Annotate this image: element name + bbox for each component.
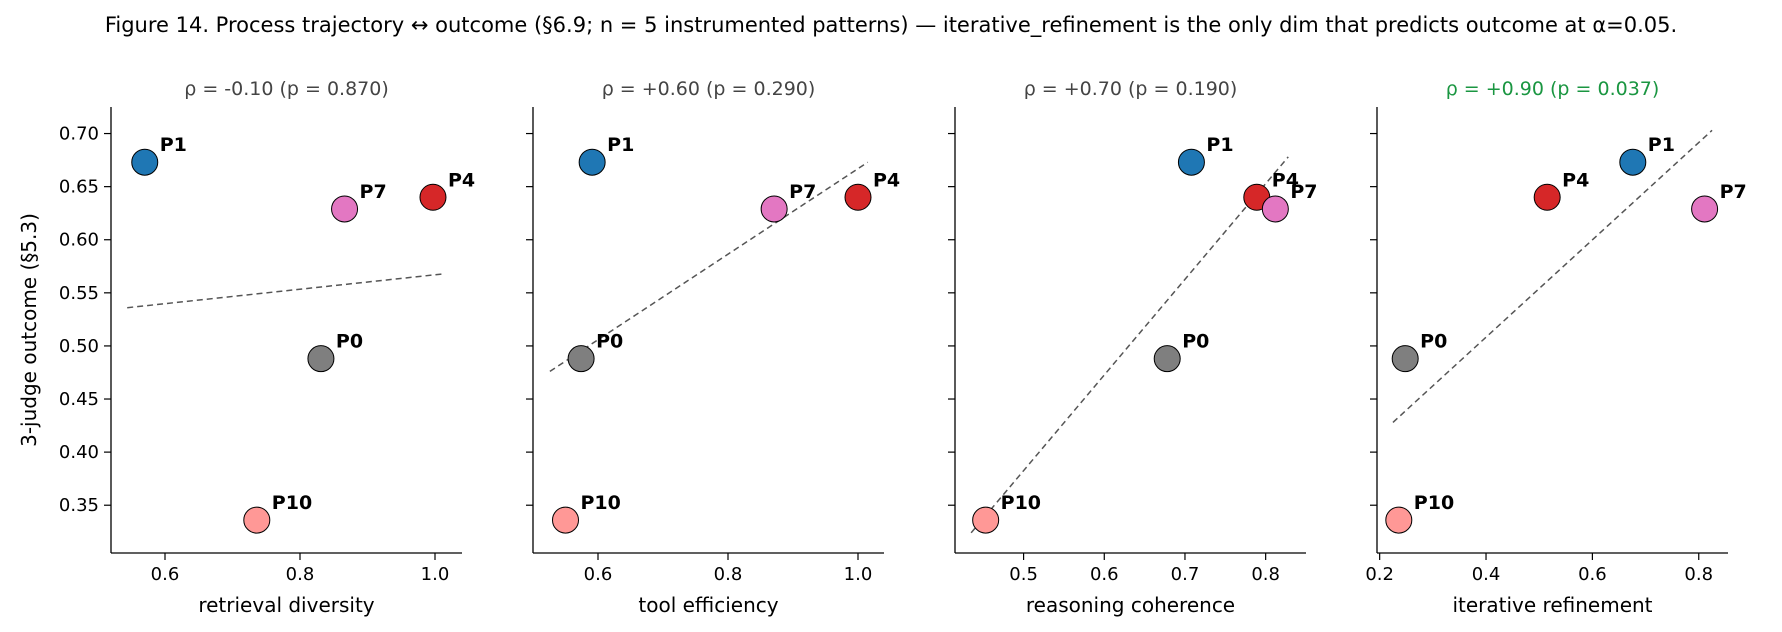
x-tick-label: 0.5: [1009, 564, 1038, 585]
point-label-p4: P4: [448, 169, 475, 191]
x-tick-label: 1.0: [844, 564, 873, 585]
panel-title: ρ = +0.90 (p = 0.037): [1446, 78, 1660, 100]
panel-4: ρ = +0.90 (p = 0.037) 0.2 0.4 0.6 0.8 iterati…: [1365, 78, 1746, 617]
point-label-p4: P4: [873, 169, 900, 191]
point-label-p10: P10: [1001, 492, 1041, 514]
panel-3: ρ = +0.70 (p = 0.190) 0.5 0.6 0.7 0.8 reasoni…: [948, 78, 1317, 617]
y-tick-label: 0.40: [59, 442, 99, 463]
point-p10: [552, 506, 579, 534]
panel-title: ρ = -0.10 (p = 0.870): [184, 78, 389, 100]
point-label-p4: P4: [1272, 169, 1299, 191]
x-axis-label: iterative refinement: [1452, 593, 1652, 617]
point-p10: [243, 506, 271, 534]
point-label-p10: P10: [272, 492, 312, 514]
point-label-p7: P7: [1290, 181, 1317, 203]
x-tick-label: 0.2: [1365, 564, 1394, 585]
point-p0: [567, 345, 595, 373]
x-tick-label: 0.8: [286, 564, 315, 585]
fit-line: [549, 161, 869, 373]
fit-line: [127, 272, 446, 309]
point-label-p4: P4: [1562, 169, 1589, 191]
point-label-p10: P10: [581, 492, 621, 514]
point-p4: [1533, 183, 1561, 211]
point-p0: [307, 345, 335, 373]
fit-line: [1392, 129, 1713, 423]
panel-1: ρ = -0.10 (p = 0.870) 0.35 0.40 0.45 0.50 0.5…: [17, 78, 475, 617]
point-label-p7: P7: [360, 181, 387, 203]
y-tick-label: 0.35: [59, 495, 99, 516]
y-tick-label: 0.60: [59, 230, 99, 251]
point-label-p0: P0: [596, 331, 623, 353]
y-tick-label: 0.65: [59, 177, 99, 198]
x-tick-label: 0.8: [1684, 564, 1713, 585]
x-tick-label: 0.6: [151, 564, 180, 585]
point-p1: [1177, 148, 1205, 176]
x-tick-label: 0.6: [584, 564, 613, 585]
point-p4: [419, 183, 447, 211]
y-tick-label: 0.45: [59, 389, 99, 410]
panel-title: ρ = +0.70 (p = 0.190): [1024, 78, 1238, 100]
point-p10: [1385, 506, 1413, 534]
y-tick-label: 0.50: [59, 336, 99, 357]
x-tick-label: 1.0: [421, 564, 450, 585]
point-p0: [1153, 345, 1181, 373]
y-axis-label: 3-judge outcome (§5.3): [17, 213, 41, 447]
point-p7: [1691, 195, 1719, 223]
x-tick-label: 0.6: [1578, 564, 1607, 585]
panel-2: ρ = +0.60 (p = 0.290) 0.6 0.8 1.0 tool effic…: [526, 78, 900, 617]
x-axis-label: reasoning coherence: [1026, 593, 1235, 617]
point-p1: [1619, 148, 1647, 176]
y-tick-label: 0.55: [59, 283, 99, 304]
point-label-p1: P1: [1206, 134, 1233, 156]
point-p7: [760, 195, 788, 223]
panels: ρ = -0.10 (p = 0.870) 0.35 0.40 0.45 0.50 0.5…: [17, 78, 1747, 617]
point-p4: [844, 183, 872, 211]
x-tick-label: 0.4: [1472, 564, 1501, 585]
x-axis-label: retrieval diversity: [198, 593, 374, 617]
point-label-p0: P0: [1420, 331, 1447, 353]
point-p7: [331, 195, 359, 223]
point-label-p1: P1: [1648, 134, 1675, 156]
point-label-p1: P1: [160, 134, 187, 156]
figure-title: Figure 14. Process trajectory ↔ outcome …: [105, 13, 1677, 38]
point-p10: [972, 506, 1000, 534]
point-label-p0: P0: [336, 331, 363, 353]
point-label-p0: P0: [1182, 331, 1209, 353]
panel-title: ρ = +0.60 (p = 0.290): [602, 78, 816, 100]
y-tick-label: 0.70: [59, 124, 99, 145]
point-p7: [1261, 195, 1289, 223]
point-p0: [1391, 345, 1419, 373]
x-tick-label: 0.8: [1251, 564, 1280, 585]
point-label-p7: P7: [1720, 181, 1747, 203]
x-tick-label: 0.6: [1090, 564, 1119, 585]
point-p1: [131, 148, 159, 176]
fit-line: [970, 156, 1289, 534]
x-axis-label: tool efficiency: [638, 593, 778, 617]
point-p1: [578, 148, 606, 176]
point-label-p10: P10: [1414, 492, 1454, 514]
point-label-p1: P1: [607, 134, 634, 156]
point-label-p7: P7: [789, 181, 816, 203]
x-tick-label: 0.8: [714, 564, 743, 585]
x-tick-label: 0.7: [1171, 564, 1200, 585]
